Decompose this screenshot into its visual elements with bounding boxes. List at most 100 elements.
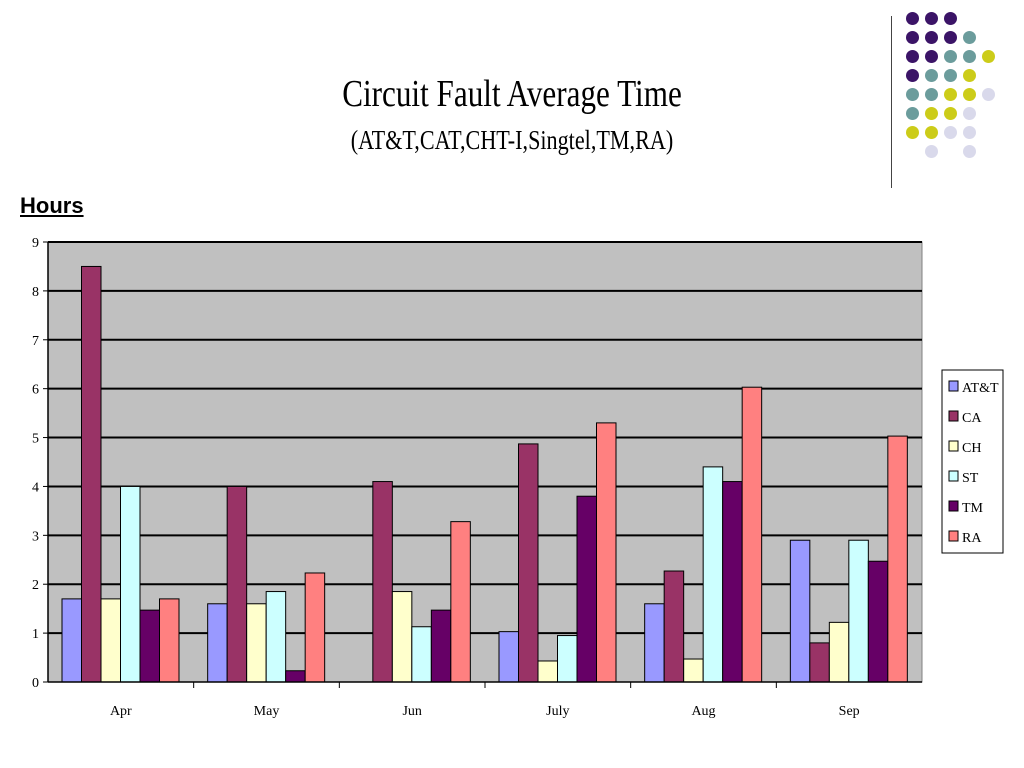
bar — [120, 485, 141, 683]
legend-label: TM — [962, 501, 984, 516]
legend-swatch — [948, 380, 959, 392]
decorative-divider-line — [891, 16, 892, 188]
bar — [518, 443, 539, 683]
y-tick-label: 6 — [32, 383, 39, 398]
x-tick-label: Aug — [691, 704, 715, 719]
bar — [498, 631, 519, 683]
bar — [226, 485, 248, 683]
plot-area — [47, 241, 923, 683]
decorative-dot — [944, 31, 957, 44]
decorative-dot — [925, 50, 938, 63]
bar — [789, 539, 811, 683]
decorative-dot — [925, 126, 938, 139]
decorative-dot — [925, 88, 938, 101]
bar — [722, 481, 743, 683]
bar — [809, 642, 830, 683]
decorative-dot — [963, 69, 976, 82]
y-tick-label: 2 — [32, 578, 39, 593]
bar — [663, 570, 685, 683]
decorative-dot — [906, 50, 919, 63]
y-tick-label: 8 — [32, 285, 39, 300]
bar — [450, 521, 471, 683]
legend-swatch — [948, 440, 959, 452]
bar — [304, 572, 326, 683]
legend-label: ST — [962, 471, 979, 486]
chart-title: Circuit Fault Average Time — [342, 73, 682, 115]
decorative-dot — [963, 107, 976, 120]
y-tick-label: 4 — [32, 480, 39, 495]
bar — [887, 435, 908, 683]
decorative-dot — [906, 88, 919, 101]
bar — [430, 609, 452, 683]
bar — [100, 598, 121, 683]
bar — [372, 481, 393, 683]
bar — [644, 603, 665, 683]
legend-label: CA — [962, 411, 982, 426]
bar — [741, 386, 763, 683]
decorative-dot — [982, 88, 995, 101]
bar — [867, 560, 889, 683]
legend-label: AT&T — [962, 381, 999, 396]
chart-subtitle: (AT&T,CAT,CHT-I,Singtel,TM,RA) — [350, 125, 674, 155]
legend-swatch — [948, 500, 959, 512]
bar — [702, 466, 724, 683]
decorative-dot — [925, 145, 938, 158]
decorative-dot — [906, 12, 919, 25]
y-tick-label: 1 — [32, 627, 39, 642]
x-tick-label: Apr — [110, 704, 132, 719]
decorative-dot — [963, 88, 976, 101]
legend-swatch — [948, 410, 959, 422]
legend-label: RA — [962, 531, 982, 546]
y-axis-title: Hours — [20, 193, 84, 218]
decorative-dot — [906, 31, 919, 44]
legend-swatch — [948, 470, 959, 482]
y-tick-label: 0 — [32, 676, 39, 691]
x-tick-label: July — [546, 704, 569, 719]
bar — [81, 265, 102, 683]
decorative-dot — [963, 50, 976, 63]
decorative-dot — [906, 126, 919, 139]
bar — [61, 598, 82, 683]
decorative-dot — [982, 50, 995, 63]
bar — [848, 539, 869, 683]
bar — [576, 495, 597, 683]
bar — [139, 609, 160, 683]
legend-swatch — [948, 530, 959, 542]
legend-label: CH — [962, 441, 981, 456]
bar — [207, 603, 228, 683]
bar — [159, 598, 180, 683]
decorative-dot — [963, 145, 976, 158]
decorative-dot — [944, 88, 957, 101]
decorative-dot — [944, 50, 957, 63]
bar — [596, 422, 617, 683]
decorative-dot — [963, 31, 976, 44]
bar — [411, 626, 432, 683]
decorative-dot — [944, 12, 957, 25]
decorative-dot — [925, 12, 938, 25]
x-tick-label: Sep — [839, 704, 860, 719]
y-tick-label: 9 — [32, 236, 39, 251]
bar — [246, 603, 267, 683]
legend-box — [941, 369, 1004, 554]
y-tick-label: 3 — [32, 529, 39, 544]
decorative-dot — [906, 69, 919, 82]
decorative-dot-grid — [906, 12, 1024, 172]
decorative-dot — [925, 69, 938, 82]
x-tick-label: Jun — [402, 704, 421, 719]
title-block: Circuit Fault Average Time (AT&T,CAT,CHT… — [250, 68, 774, 160]
x-tick-label: May — [254, 704, 280, 719]
y-tick-label: 7 — [32, 334, 39, 349]
bar — [391, 591, 413, 683]
decorative-dot — [925, 107, 938, 120]
bar — [265, 591, 287, 683]
bar — [683, 658, 704, 683]
decorative-dot — [944, 126, 957, 139]
decorative-dot — [944, 107, 957, 120]
bar — [828, 621, 850, 683]
decorative-dot — [906, 107, 919, 120]
bar — [537, 660, 558, 683]
decorative-dot — [944, 69, 957, 82]
decorative-dot — [963, 126, 976, 139]
decorative-dot — [925, 31, 938, 44]
